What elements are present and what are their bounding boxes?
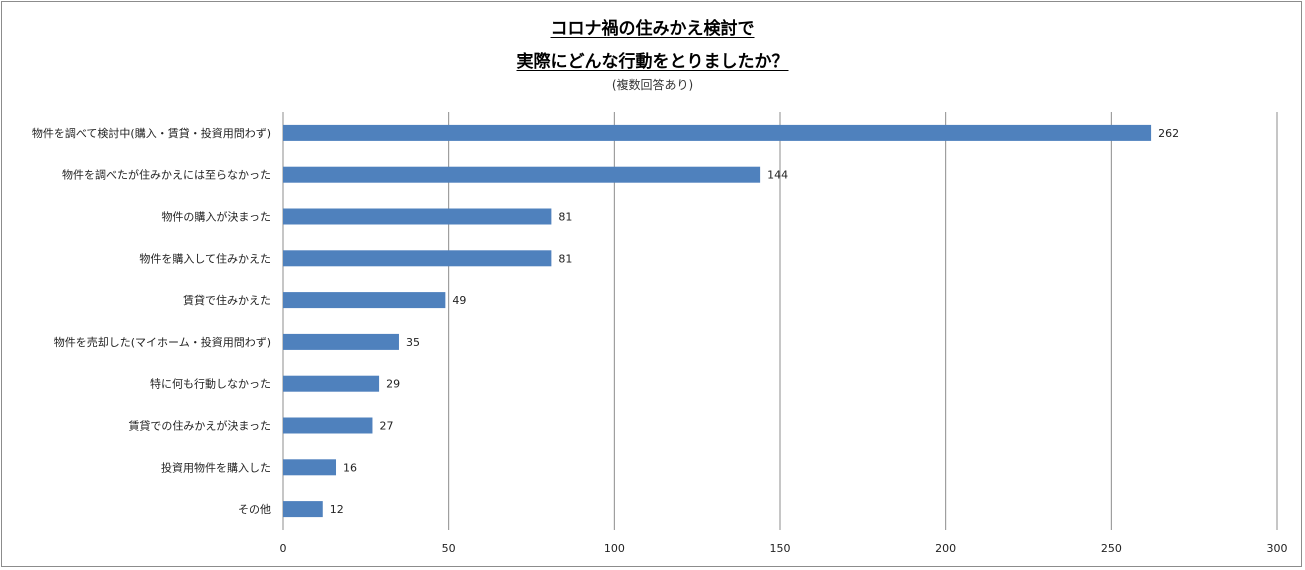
category-label-7: 賃貸での住みかえが決まった: [128, 419, 271, 433]
value-label-2: 81: [558, 211, 572, 224]
bar-2: [283, 208, 552, 225]
value-label-9: 12: [330, 503, 344, 516]
x-tick-label-3: 150: [770, 542, 791, 555]
category-label-4: 賃貸で住みかえた: [183, 293, 271, 307]
x-tick-label-5: 250: [1101, 542, 1122, 555]
bar-3: [283, 250, 552, 267]
bar-7: [283, 417, 373, 434]
x-tick-label-6: 300: [1267, 542, 1288, 555]
category-label-0: 物件を調べて検討中(購入・賃貸・投資用問わず): [32, 126, 271, 140]
value-label-6: 29: [386, 378, 400, 391]
value-label-4: 49: [452, 294, 466, 307]
bar-4: [283, 292, 446, 309]
bar-8: [283, 459, 337, 476]
chart-title-line-1: コロナ禍の住みかえ検討で: [550, 19, 755, 39]
x-tick-label-1: 50: [442, 542, 456, 555]
value-label-8: 16: [343, 461, 357, 474]
bar-6: [283, 375, 380, 392]
category-label-9: その他: [238, 503, 271, 516]
chart-title-line-2: 実際にどんな行動をとりましたか？: [516, 52, 789, 72]
bar-1: [283, 166, 761, 183]
bar-9: [283, 501, 323, 518]
value-label-3: 81: [558, 252, 572, 265]
category-label-6: 特に何も行動しなかった: [150, 377, 271, 391]
x-tick-label-2: 100: [604, 542, 625, 555]
category-label-3: 物件を購入して住みかえた: [139, 251, 271, 265]
bar-5: [283, 333, 399, 350]
category-label-1: 物件を調べたが住みかえには至らなかった: [62, 168, 271, 182]
x-tick-label-0: 0: [280, 542, 287, 555]
bar-0: [283, 124, 1152, 141]
chart-subtitle: (複数回答あり): [611, 78, 694, 92]
category-label-8: 投資用物件を購入した: [161, 460, 271, 474]
x-tick-label-4: 200: [935, 542, 956, 555]
category-label-5: 物件を売却した(マイホーム・投資用問わず): [54, 335, 271, 349]
value-label-0: 262: [1158, 127, 1179, 140]
value-label-1: 144: [767, 169, 788, 182]
value-label-7: 27: [379, 420, 393, 433]
value-label-5: 35: [406, 336, 420, 349]
category-label-2: 物件の購入が決まった: [161, 210, 271, 224]
